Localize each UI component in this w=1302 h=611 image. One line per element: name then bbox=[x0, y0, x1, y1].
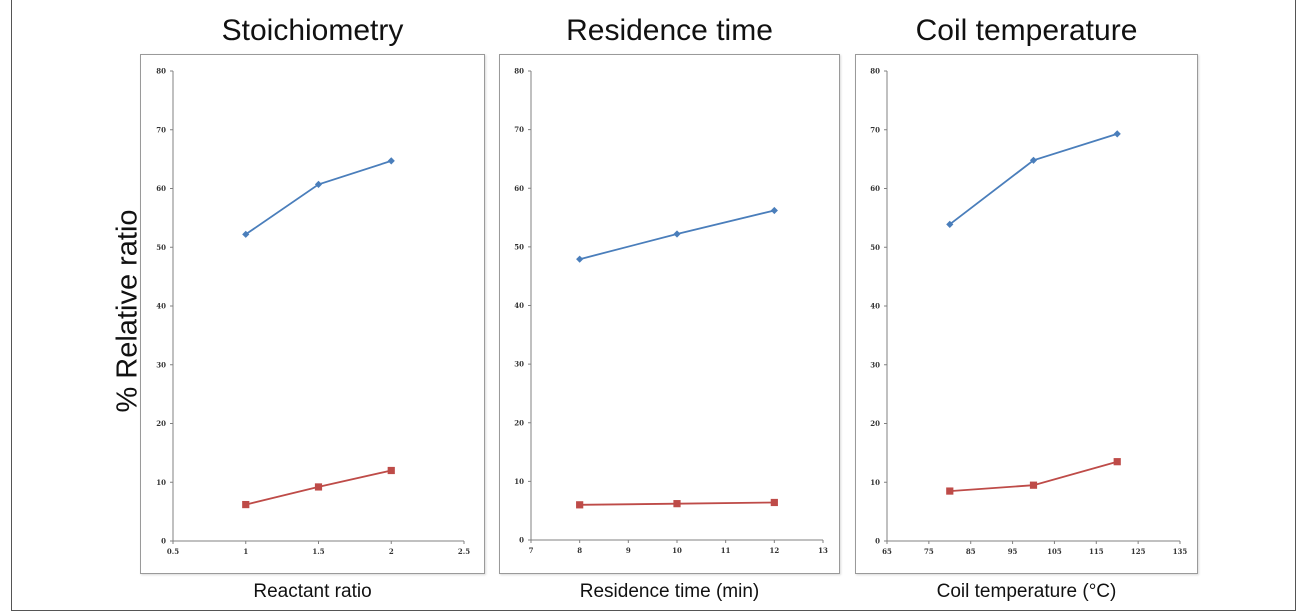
series-2-square-marker bbox=[673, 500, 681, 508]
panel-residence-time bbox=[499, 54, 840, 574]
y-tick-label: 20 bbox=[156, 419, 166, 428]
x-axis-label-coil-temperature: Coil temperature (°C) bbox=[936, 581, 1117, 602]
y-tick-label: 50 bbox=[870, 243, 880, 252]
x-tick-label: 10 bbox=[672, 546, 682, 555]
x-tick-label: 75 bbox=[924, 547, 934, 556]
series-2-square-marker bbox=[946, 487, 954, 495]
series-2-square-marker bbox=[576, 501, 584, 509]
y-tick-label: 30 bbox=[870, 360, 880, 369]
x-tick-label: 95 bbox=[1008, 547, 1018, 556]
x-tick-label: 2 bbox=[389, 547, 394, 556]
series-2-square-marker bbox=[1029, 481, 1038, 489]
series-1-diamond-marker bbox=[1029, 156, 1038, 164]
series-1-diamond-marker bbox=[770, 206, 778, 215]
y-tick-label: 30 bbox=[514, 360, 524, 369]
y-tick-label: 0 bbox=[519, 536, 524, 545]
y-tick-label: 50 bbox=[156, 243, 166, 252]
y-tick-label: 60 bbox=[870, 184, 880, 193]
y-tick-label: 80 bbox=[870, 67, 880, 76]
y-tick-label: 20 bbox=[870, 419, 880, 428]
x-tick-label: 0.5 bbox=[167, 547, 179, 556]
y-tick-label: 40 bbox=[514, 301, 524, 310]
y-tick-label: 80 bbox=[156, 67, 166, 76]
x-tick-label: 135 bbox=[1173, 547, 1188, 556]
series-1-line bbox=[245, 160, 392, 236]
series-2-square-marker bbox=[387, 466, 395, 475]
y-tick-label: 0 bbox=[161, 537, 166, 546]
x-tick-label: 8 bbox=[577, 546, 582, 555]
y-tick-label: 40 bbox=[870, 302, 880, 311]
panel-stoichiometry bbox=[140, 54, 485, 574]
series-1-diamond-marker bbox=[387, 157, 395, 165]
y-tick-label: 60 bbox=[156, 184, 166, 193]
y-tick-label: 80 bbox=[514, 67, 524, 76]
y-tick-label: 70 bbox=[514, 125, 524, 134]
panel-coil-temperature bbox=[855, 54, 1198, 574]
y-tick-label: 70 bbox=[870, 125, 880, 134]
x-tick-label: 2.5 bbox=[458, 547, 470, 556]
x-tick-label: 12 bbox=[769, 546, 779, 555]
series-1-diamond-marker bbox=[576, 255, 584, 263]
y-tick-label: 10 bbox=[156, 478, 166, 487]
series-1-diamond-marker bbox=[242, 230, 250, 238]
series-1-diamond-marker bbox=[314, 180, 323, 188]
series-2-square-marker bbox=[770, 498, 778, 507]
x-axis-label-residence-time: Residence time (min) bbox=[579, 581, 760, 602]
x-axis-label-stoichiometry: Reactant ratio bbox=[253, 581, 372, 602]
x-tick-label: 1 bbox=[243, 547, 248, 556]
x-tick-label: 65 bbox=[882, 547, 892, 556]
y-tick-label: 10 bbox=[870, 478, 880, 487]
x-tick-label: 105 bbox=[1047, 547, 1062, 556]
y-tick-label: 30 bbox=[156, 360, 166, 369]
y-tick-label: 50 bbox=[514, 242, 524, 251]
y-tick-label: 60 bbox=[514, 184, 524, 193]
x-tick-label: 9 bbox=[626, 546, 631, 555]
series-2-square-marker bbox=[1113, 458, 1121, 466]
panel-title-residence-time: Residence time bbox=[566, 14, 773, 47]
y-tick-label: 10 bbox=[514, 477, 524, 486]
series-2-square-marker bbox=[242, 500, 250, 509]
x-tick-label: 11 bbox=[721, 546, 731, 555]
series-1-diamond-marker bbox=[946, 220, 954, 228]
y-tick-label: 20 bbox=[514, 418, 524, 427]
y-tick-label: 40 bbox=[156, 302, 166, 311]
series-2-square-marker bbox=[314, 483, 323, 491]
panel-title-stoichiometry: Stoichiometry bbox=[221, 14, 404, 47]
x-tick-label: 125 bbox=[1131, 547, 1146, 556]
series-1-diamond-marker bbox=[1113, 130, 1121, 138]
y-tick-label: 70 bbox=[156, 125, 166, 134]
x-tick-label: 13 bbox=[818, 546, 828, 555]
series-1-line bbox=[949, 133, 1118, 226]
panel-title-coil-temperature: Coil temperature bbox=[915, 14, 1138, 47]
x-tick-label: 7 bbox=[529, 546, 534, 555]
x-tick-label: 115 bbox=[1089, 547, 1104, 556]
x-tick-label: 1.5 bbox=[312, 547, 324, 556]
series-1-diamond-marker bbox=[673, 230, 681, 238]
y-tick-label: 0 bbox=[875, 537, 880, 546]
x-tick-label: 85 bbox=[966, 547, 976, 556]
